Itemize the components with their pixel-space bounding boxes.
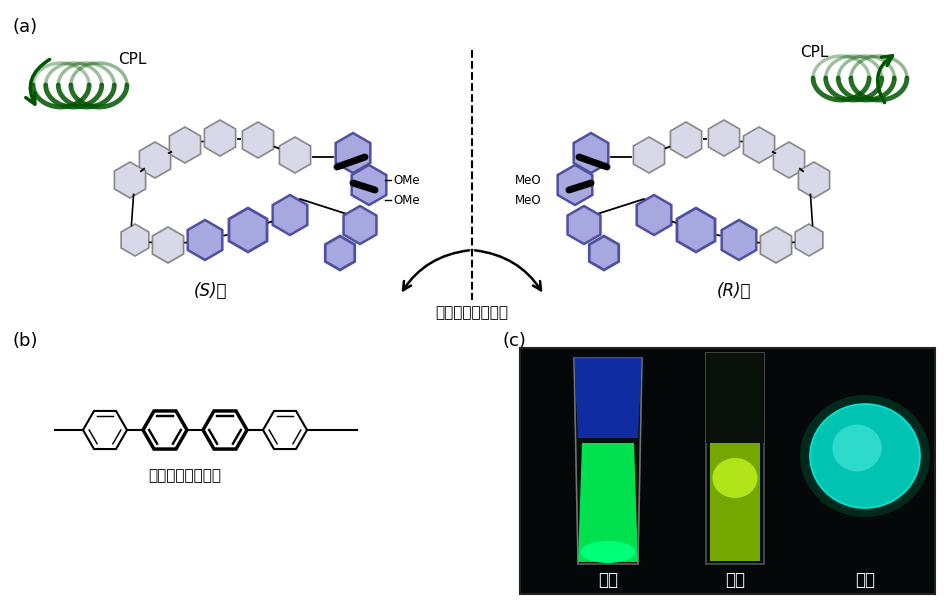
Ellipse shape	[832, 425, 881, 471]
Polygon shape	[273, 195, 307, 235]
Polygon shape	[743, 127, 774, 163]
Polygon shape	[203, 411, 246, 449]
Polygon shape	[262, 411, 307, 449]
Polygon shape	[708, 120, 739, 156]
Polygon shape	[169, 127, 200, 163]
Polygon shape	[344, 206, 376, 244]
Text: (b): (b)	[12, 332, 38, 350]
Polygon shape	[83, 411, 126, 449]
Bar	[705, 353, 763, 443]
Polygon shape	[557, 165, 592, 205]
Polygon shape	[573, 133, 608, 173]
Polygon shape	[578, 443, 637, 562]
Polygon shape	[188, 220, 222, 260]
Text: 互いに鏡像異性体: 互いに鏡像異性体	[435, 305, 508, 320]
Ellipse shape	[800, 395, 929, 517]
Polygon shape	[228, 208, 267, 252]
Polygon shape	[140, 142, 171, 178]
Ellipse shape	[712, 458, 757, 498]
Text: CPL: CPL	[118, 52, 146, 67]
Text: CPL: CPL	[800, 45, 828, 60]
Text: MeO: MeO	[514, 173, 540, 187]
Text: (S)体: (S)体	[193, 282, 227, 300]
Polygon shape	[772, 142, 803, 178]
Polygon shape	[573, 358, 641, 438]
Polygon shape	[721, 220, 755, 260]
Polygon shape	[676, 208, 715, 252]
Polygon shape	[705, 353, 763, 564]
Text: OMe: OMe	[393, 193, 419, 207]
Polygon shape	[794, 224, 822, 256]
Polygon shape	[567, 206, 599, 244]
Polygon shape	[114, 162, 145, 198]
Text: 粉末: 粉末	[724, 571, 744, 589]
Polygon shape	[709, 443, 759, 561]
Polygon shape	[632, 137, 664, 173]
Polygon shape	[669, 122, 700, 158]
Bar	[519, 348, 934, 594]
Polygon shape	[636, 195, 670, 235]
Polygon shape	[152, 227, 183, 263]
Polygon shape	[143, 411, 187, 449]
Text: 薄膜: 薄膜	[854, 571, 874, 589]
Polygon shape	[589, 236, 618, 270]
Ellipse shape	[580, 541, 634, 563]
Polygon shape	[573, 358, 641, 564]
Polygon shape	[121, 224, 149, 256]
Text: OMe: OMe	[393, 173, 419, 187]
Text: (c): (c)	[501, 332, 525, 350]
Polygon shape	[798, 162, 829, 198]
Polygon shape	[204, 120, 235, 156]
Polygon shape	[279, 137, 311, 173]
Text: (a): (a)	[12, 18, 37, 36]
Polygon shape	[351, 165, 386, 205]
Text: MeO: MeO	[514, 193, 540, 207]
Text: (R)体: (R)体	[716, 282, 750, 300]
Polygon shape	[335, 133, 370, 173]
Text: オリゴフェニレン: オリゴフェニレン	[148, 468, 221, 483]
Polygon shape	[760, 227, 791, 263]
Ellipse shape	[809, 404, 919, 508]
Text: 溶液: 溶液	[598, 571, 617, 589]
Polygon shape	[325, 236, 354, 270]
Polygon shape	[243, 122, 274, 158]
